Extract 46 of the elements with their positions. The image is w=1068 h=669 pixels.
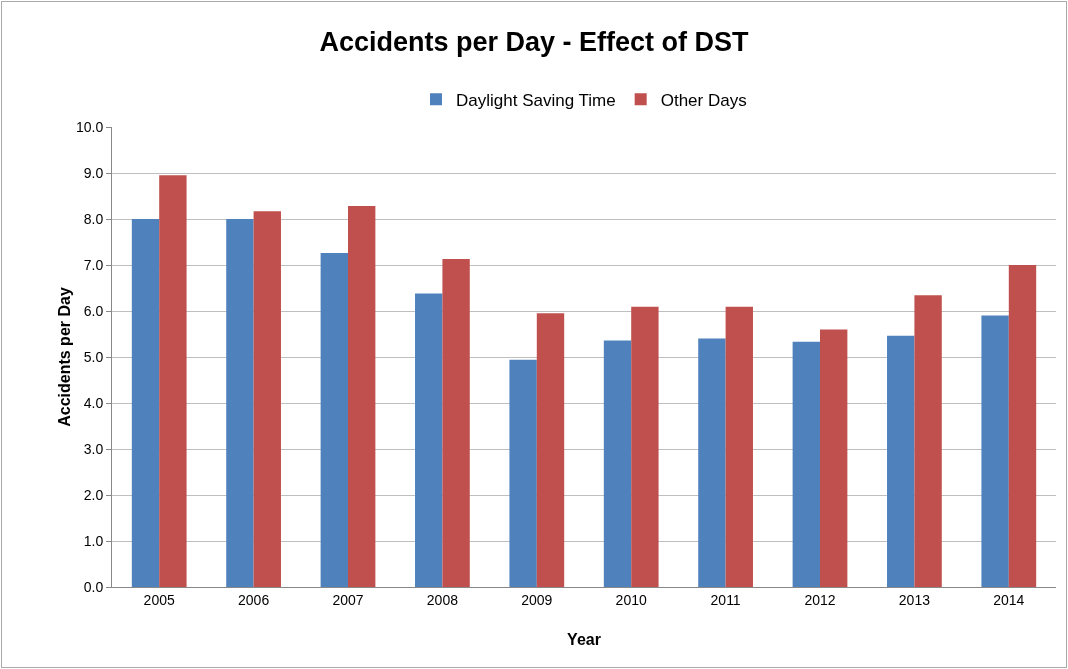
y-axis-title: Accidents per Day — [56, 287, 73, 427]
y-tick-label: 1.0 — [83, 532, 104, 549]
y-tick-label: 8.0 — [83, 210, 104, 227]
bar — [914, 295, 942, 587]
bar — [509, 359, 537, 587]
y-tick-label: 10.0 — [75, 118, 104, 135]
x-tick-label: 2007 — [332, 591, 364, 608]
x-tick-label: 2012 — [804, 591, 836, 608]
bar — [1008, 265, 1037, 587]
bar — [725, 306, 753, 587]
x-tick-label: 2006 — [238, 591, 270, 608]
bar — [253, 211, 281, 587]
y-tick-label: 5.0 — [83, 348, 104, 365]
bar — [792, 341, 820, 587]
x-tick-label: 2005 — [143, 591, 175, 608]
bar — [415, 293, 443, 587]
chart-title: Accidents per Day - Effect of DST — [319, 26, 750, 57]
x-tick-label: 2013 — [898, 591, 931, 608]
bar — [320, 253, 348, 587]
legend-label: Daylight Saving Time — [456, 90, 616, 110]
y-tick-label: 6.0 — [83, 302, 104, 319]
bar — [603, 340, 632, 587]
bar — [131, 219, 160, 587]
bar — [820, 329, 848, 587]
legend-label: Other Days — [660, 90, 747, 110]
bar — [631, 306, 659, 587]
y-tick-label: 9.0 — [83, 164, 104, 181]
bar — [348, 206, 376, 587]
x-axis-title: Year — [567, 631, 601, 648]
bar — [226, 219, 254, 587]
x-tick-label: 2011 — [710, 591, 741, 608]
bar — [698, 338, 726, 587]
y-tick-label: 2.0 — [83, 486, 104, 503]
y-tick-label: 0.0 — [83, 578, 104, 595]
bar — [887, 335, 915, 587]
y-tick-label: 4.0 — [83, 394, 104, 411]
y-tick-label: 7.0 — [83, 256, 104, 273]
bar — [159, 175, 187, 587]
y-tick-label: 3.0 — [83, 440, 104, 457]
x-tick-label: 2009 — [521, 591, 553, 608]
bar — [536, 313, 565, 587]
x-tick-label: 2008 — [426, 591, 459, 608]
bar — [442, 259, 470, 587]
x-tick-label: 2014 — [993, 591, 1025, 608]
bar — [981, 315, 1009, 587]
x-tick-label: 2010 — [615, 591, 647, 608]
